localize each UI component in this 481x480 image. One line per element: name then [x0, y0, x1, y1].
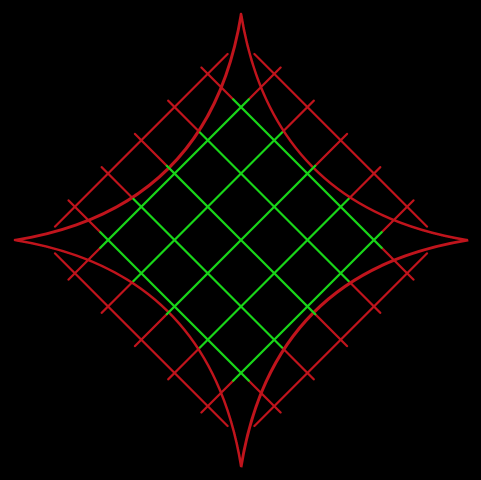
grid-line-down-right-tail-b-1	[247, 379, 282, 414]
grid-line-up-right-inner-2	[132, 131, 284, 283]
grid-line-down-right-tail-a-2	[100, 166, 135, 201]
grid-line-down-right-tail-b-3	[314, 313, 349, 348]
grid-line-up-right-tail-a-4	[167, 346, 202, 381]
grid-line-up-right-outer-0	[53, 52, 229, 228]
grid-line-up-right-tail-a-3	[133, 313, 168, 348]
boundary-side-bottom-left-shadow	[15, 240, 243, 468]
grid-line-down-right-tail-a-4	[167, 99, 202, 134]
grid-line-up-right-inner-3	[165, 164, 317, 316]
grid-line-down-right-tail-a-3	[133, 132, 168, 167]
grid-line-up-right-tail-a-2	[100, 279, 135, 314]
grid-line-up-right-inner-5	[232, 231, 383, 382]
grid-line-up-right-tail-b-1	[247, 66, 282, 101]
grid-line-down-right-tail-a-1	[67, 199, 102, 234]
grid-line-up-right-tail-b-4	[347, 166, 382, 201]
grid-line-up-right-tail-b-2	[280, 99, 315, 134]
grid-line-up-right-inner-4	[198, 197, 350, 349]
boundary-side-top-right-shadow	[241, 14, 469, 242]
grid-line-down-right-tail-b-2	[280, 346, 315, 381]
grid-line-down-right-tail-b-4	[347, 279, 382, 314]
diagonal-grid	[53, 52, 429, 428]
grid-line-up-right-tail-a-1	[67, 246, 102, 281]
grid-line-up-right-outer-6	[253, 252, 429, 428]
grid-line-down-right-tail-b-5	[380, 246, 415, 281]
grid-line-up-right-tail-b-3	[314, 132, 349, 167]
grid-line-down-right-tail-a-5	[200, 66, 235, 101]
grid-line-up-right-inner-1	[99, 98, 250, 249]
grid-line-up-right-tail-b-5	[380, 199, 415, 234]
grid-line-up-right-tail-a-5	[200, 379, 235, 414]
